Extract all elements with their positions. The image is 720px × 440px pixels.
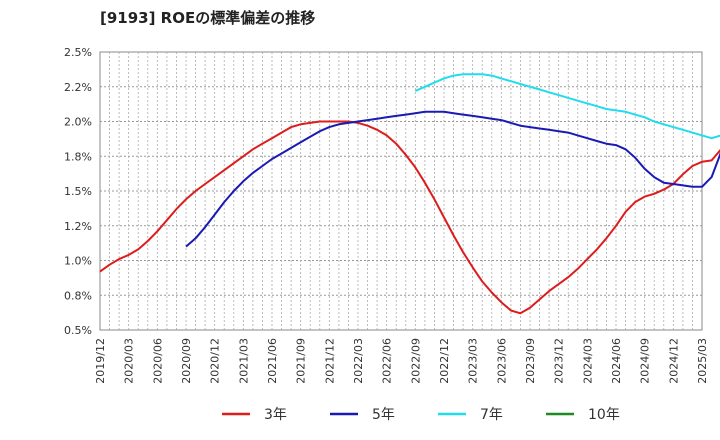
legend-label: 5年: [372, 407, 395, 423]
x-tick-label: 2024/09: [639, 338, 652, 384]
x-tick-label: 2021/09: [295, 338, 308, 384]
y-tick-label: 0.8%: [64, 289, 92, 302]
y-tick-label: 1.5%: [64, 185, 92, 198]
y-tick-label: 2.5%: [64, 46, 92, 59]
x-tick-label: 2020/03: [123, 338, 136, 384]
x-tick-label: 2022/09: [409, 338, 422, 384]
x-tick-label: 2025/03: [696, 338, 709, 384]
x-tick-label: 2020/12: [209, 338, 222, 384]
x-tick-label: 2023/03: [467, 338, 480, 384]
x-tick-label: 2022/06: [381, 338, 394, 384]
legend-label: 7年: [480, 407, 503, 423]
series-line-3年: [99, 120, 720, 315]
y-tick-label: 1.8%: [64, 150, 92, 163]
series-line-7年: [414, 73, 720, 140]
x-tick-label: 2021/06: [266, 338, 279, 384]
x-tick-label: 2023/12: [553, 338, 566, 384]
y-tick-label: 2.2%: [64, 81, 92, 94]
y-tick-label: 1.0%: [64, 255, 92, 268]
legend: 3年 5年 7年 10年: [222, 407, 620, 423]
x-tick-label: 2021/03: [237, 338, 250, 384]
x-tick-label: 2023/06: [495, 338, 508, 384]
series-line-5年: [185, 110, 720, 248]
grid-layer: [99, 51, 703, 331]
x-tick-label: 2024/12: [667, 338, 680, 384]
x-tick-label: 2023/09: [524, 338, 537, 384]
legend-label: 3年: [264, 407, 287, 423]
x-tick-label: 2021/12: [323, 338, 336, 384]
y-tick-label: 0.5%: [64, 324, 92, 337]
x-tick-label: 2024/06: [610, 338, 623, 384]
x-tick-label: 2022/12: [438, 338, 451, 384]
x-tick-label: 2020/09: [180, 338, 193, 384]
series-layer: [99, 73, 720, 315]
axis-layer: 0.5% 0.8% 1.0% 1.2% 1.5% 1.8% 2.0% 2.2% 2.5% 2019…: [64, 46, 709, 384]
legend-label: 10年: [588, 407, 620, 423]
y-tick-label: 1.2%: [64, 220, 92, 233]
x-tick-label: 2024/03: [581, 338, 594, 384]
x-tick-label: 2019/12: [94, 338, 107, 384]
x-tick-label: 2022/03: [352, 338, 365, 384]
chart-title: [9193] ROEの標準偏差の推移: [100, 9, 315, 27]
x-tick-label: 2020/06: [151, 338, 164, 384]
y-tick-label: 2.0%: [64, 116, 92, 129]
